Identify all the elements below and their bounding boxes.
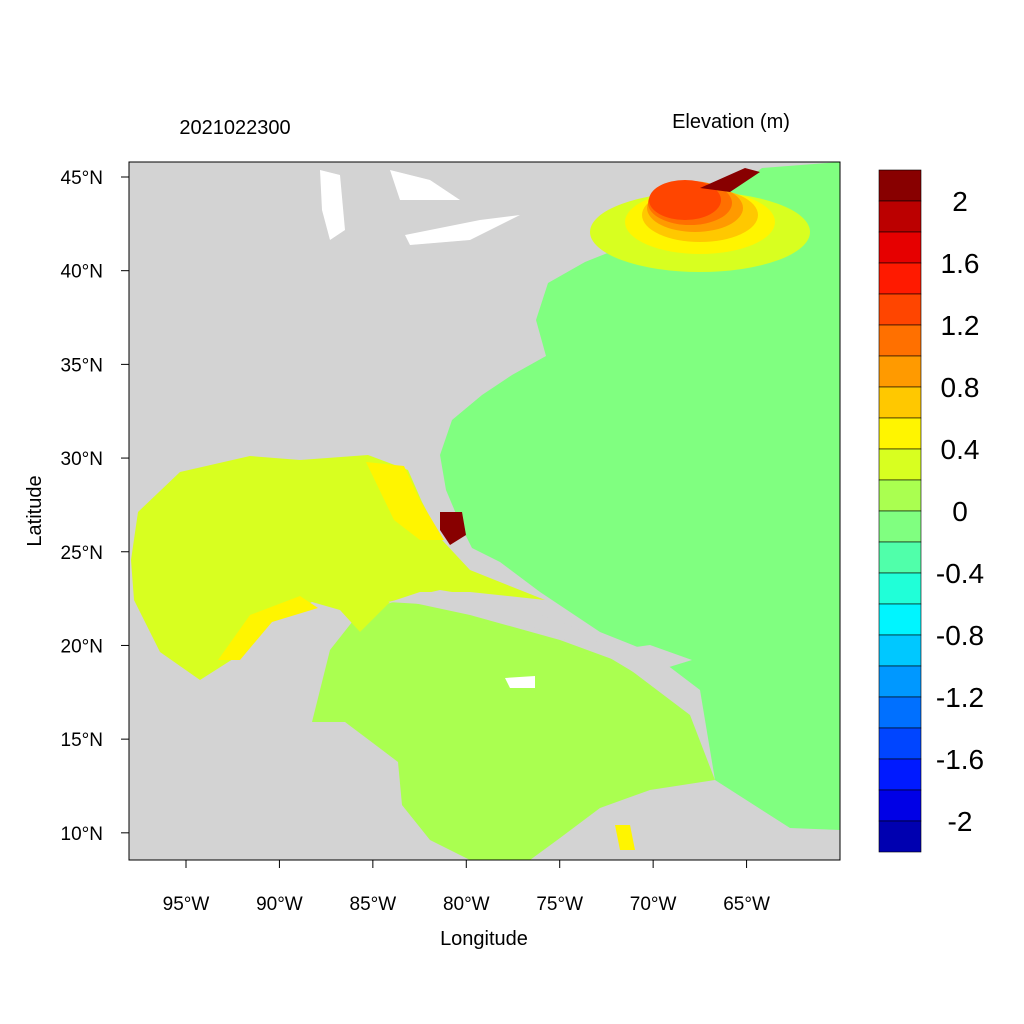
colorbar-bin <box>878 696 922 729</box>
colorbar-bin <box>878 541 922 574</box>
y-tick-label: 10°N <box>61 824 103 845</box>
colorbar-bin <box>878 262 922 295</box>
colorbar-bin <box>878 510 922 543</box>
y-tick-label: 40°N <box>61 262 103 283</box>
colorbar-bin <box>878 355 922 388</box>
y-tick-label: 30°N <box>61 449 103 470</box>
colorbar-bin <box>878 448 922 481</box>
x-tick-label: 95°W <box>163 894 210 915</box>
colorbar-label: -1.6 <box>936 744 984 775</box>
y-tick-label: 20°N <box>61 636 103 657</box>
x-tick-label: 65°W <box>723 894 770 915</box>
colorbar-label: 0.4 <box>941 434 980 465</box>
x-tick-label: 80°W <box>443 894 490 915</box>
atlantic-ocean-region <box>440 162 840 830</box>
colorbar-bin <box>878 386 922 419</box>
x-tick-label: 70°W <box>630 894 677 915</box>
colorbar-label: 0 <box>952 496 968 527</box>
colorbar-label: 0.8 <box>941 372 980 403</box>
colorbar-label: -0.8 <box>936 620 984 651</box>
colorbar-label: 2 <box>952 186 968 217</box>
colorbar-bin <box>878 479 922 512</box>
colorbar-bin <box>878 634 922 667</box>
colorbar-bin <box>878 727 922 760</box>
colorbar-bin <box>878 789 922 822</box>
colorbar-label: 1.2 <box>941 310 980 341</box>
colorbar-bin <box>878 293 922 326</box>
colorbar: 2 1.6 1.2 0.8 0.4 0 -0.4 -0.8 -1.2 -1.6 -2 <box>878 169 984 853</box>
y-tick-label: 15°N <box>61 730 103 751</box>
plot-frame <box>128 161 841 861</box>
florida-bay-surge <box>440 512 466 545</box>
y-tick-label: 25°N <box>61 543 103 564</box>
colorbar-bin <box>878 572 922 605</box>
caribbean-sea-region <box>312 600 715 860</box>
colorbar-bin <box>878 169 922 202</box>
colorbar-bin <box>878 324 922 357</box>
colorbar-bin <box>878 231 922 264</box>
map-panel: 95°W 90°W 85°W 80°W 75°W 70°W 65°W 10°N 15°N 20°… <box>24 161 841 950</box>
date-title: 2021022300 <box>179 117 290 139</box>
gulf-of-mexico-region <box>131 455 545 680</box>
campeche-bank-region <box>218 596 318 660</box>
y-tick-label: 35°N <box>61 355 103 376</box>
y-axis-ticks: 10°N 15°N 20°N 25°N 30°N 35°N 40°N 45°N <box>61 168 129 845</box>
gulf-of-maine-surge <box>590 168 810 272</box>
variable-title: Elevation (m) <box>672 111 790 133</box>
colorbar-bin <box>878 200 922 233</box>
colorbar-label: -1.2 <box>936 682 984 713</box>
x-axis-label: Longitude <box>440 928 528 950</box>
x-axis-ticks: 95°W 90°W 85°W 80°W 75°W 70°W 65°W <box>163 860 770 915</box>
colorbar-bin <box>878 820 922 853</box>
y-axis-label: Latitude <box>24 475 46 546</box>
colorbar-label: 1.6 <box>941 248 980 279</box>
west-florida-shelf-region <box>366 462 444 540</box>
colorbar-bin <box>878 665 922 698</box>
x-tick-label: 90°W <box>256 894 303 915</box>
y-tick-label: 45°N <box>61 168 103 189</box>
colorbar-bin <box>878 758 922 791</box>
great-lakes <box>320 170 520 245</box>
colorbar-label: -0.4 <box>936 558 984 589</box>
hispaniola-landmass <box>600 645 692 676</box>
maracaibo-surge <box>615 825 635 850</box>
x-tick-label: 85°W <box>350 894 397 915</box>
cuba-landmass <box>388 590 602 646</box>
colorbar-bin <box>878 603 922 636</box>
jamaica-landmass <box>505 676 535 688</box>
colorbar-label: -2 <box>948 806 973 837</box>
colorbar-bin <box>878 417 922 450</box>
x-tick-label: 75°W <box>536 894 583 915</box>
